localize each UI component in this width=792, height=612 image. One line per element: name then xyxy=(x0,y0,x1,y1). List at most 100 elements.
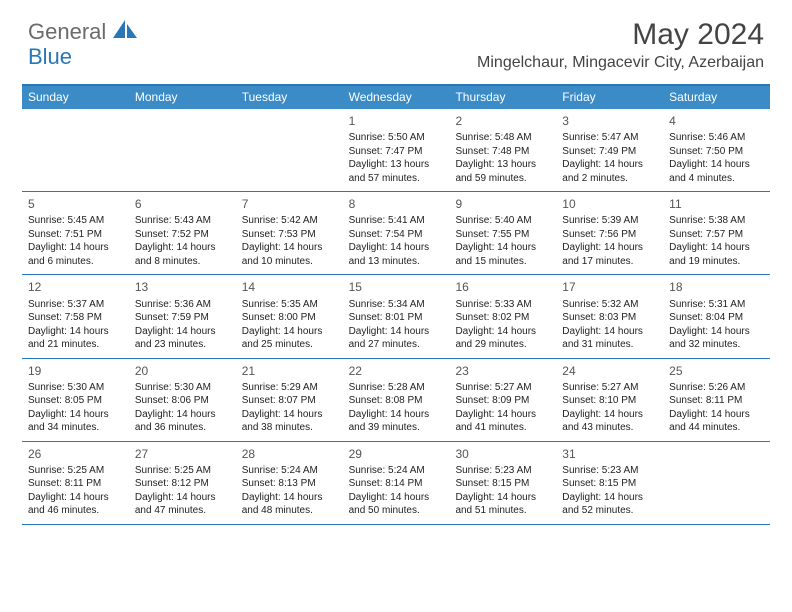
week-row: 26Sunrise: 5:25 AMSunset: 8:11 PMDayligh… xyxy=(22,442,770,525)
daylight-text: and 39 minutes. xyxy=(349,421,444,435)
sunset-text: Sunset: 7:54 PM xyxy=(349,228,444,242)
day-number: 24 xyxy=(562,363,657,379)
brand-part2: Blue xyxy=(28,44,72,69)
day-cell: 23Sunrise: 5:27 AMSunset: 8:09 PMDayligh… xyxy=(449,359,556,441)
week-row: 1Sunrise: 5:50 AMSunset: 7:47 PMDaylight… xyxy=(22,109,770,192)
day-cell: 13Sunrise: 5:36 AMSunset: 7:59 PMDayligh… xyxy=(129,275,236,357)
day-cell: 19Sunrise: 5:30 AMSunset: 8:05 PMDayligh… xyxy=(22,359,129,441)
sunrise-text: Sunrise: 5:45 AM xyxy=(28,214,123,228)
day-number: 16 xyxy=(455,279,550,295)
sunrise-text: Sunrise: 5:29 AM xyxy=(242,381,337,395)
sunrise-text: Sunrise: 5:33 AM xyxy=(455,298,550,312)
daylight-text: Daylight: 14 hours xyxy=(669,158,764,172)
sunset-text: Sunset: 7:58 PM xyxy=(28,311,123,325)
day-cell: 17Sunrise: 5:32 AMSunset: 8:03 PMDayligh… xyxy=(556,275,663,357)
sunset-text: Sunset: 7:55 PM xyxy=(455,228,550,242)
sunset-text: Sunset: 8:10 PM xyxy=(562,394,657,408)
day-cell: 30Sunrise: 5:23 AMSunset: 8:15 PMDayligh… xyxy=(449,442,556,524)
sail-icon xyxy=(111,18,141,45)
daylight-text: Daylight: 14 hours xyxy=(669,241,764,255)
daylight-text: and 27 minutes. xyxy=(349,338,444,352)
sunset-text: Sunset: 7:50 PM xyxy=(669,145,764,159)
daylight-text: and 48 minutes. xyxy=(242,504,337,518)
daylight-text: Daylight: 14 hours xyxy=(455,408,550,422)
day-number: 21 xyxy=(242,363,337,379)
title-block: May 2024 Mingelchaur, Mingacevir City, A… xyxy=(477,18,764,72)
header: General May 2024 Mingelchaur, Mingacevir… xyxy=(0,0,792,76)
daylight-text: and 29 minutes. xyxy=(455,338,550,352)
daylight-text: and 4 minutes. xyxy=(669,172,764,186)
day-cell: 3Sunrise: 5:47 AMSunset: 7:49 PMDaylight… xyxy=(556,109,663,191)
day-header: Thursday xyxy=(449,86,556,109)
sunrise-text: Sunrise: 5:24 AM xyxy=(242,464,337,478)
sunrise-text: Sunrise: 5:30 AM xyxy=(135,381,230,395)
daylight-text: Daylight: 14 hours xyxy=(135,491,230,505)
day-number: 4 xyxy=(669,113,764,129)
sunset-text: Sunset: 8:15 PM xyxy=(562,477,657,491)
sunset-text: Sunset: 7:57 PM xyxy=(669,228,764,242)
daylight-text: Daylight: 14 hours xyxy=(28,408,123,422)
day-header: Wednesday xyxy=(343,86,450,109)
calendar: SundayMondayTuesdayWednesdayThursdayFrid… xyxy=(22,84,770,525)
sunrise-text: Sunrise: 5:41 AM xyxy=(349,214,444,228)
day-number: 2 xyxy=(455,113,550,129)
day-number: 1 xyxy=(349,113,444,129)
daylight-text: and 44 minutes. xyxy=(669,421,764,435)
sunrise-text: Sunrise: 5:30 AM xyxy=(28,381,123,395)
sunrise-text: Sunrise: 5:42 AM xyxy=(242,214,337,228)
day-cell: 25Sunrise: 5:26 AMSunset: 8:11 PMDayligh… xyxy=(663,359,770,441)
daylight-text: and 52 minutes. xyxy=(562,504,657,518)
day-number: 6 xyxy=(135,196,230,212)
daylight-text: and 36 minutes. xyxy=(135,421,230,435)
sunrise-text: Sunrise: 5:27 AM xyxy=(455,381,550,395)
daylight-text: and 34 minutes. xyxy=(28,421,123,435)
sunset-text: Sunset: 8:12 PM xyxy=(135,477,230,491)
sunset-text: Sunset: 7:49 PM xyxy=(562,145,657,159)
daylight-text: Daylight: 14 hours xyxy=(349,491,444,505)
daylight-text: and 21 minutes. xyxy=(28,338,123,352)
day-cell: 7Sunrise: 5:42 AMSunset: 7:53 PMDaylight… xyxy=(236,192,343,274)
daylight-text: and 17 minutes. xyxy=(562,255,657,269)
daylight-text: Daylight: 14 hours xyxy=(562,241,657,255)
daylight-text: Daylight: 14 hours xyxy=(562,408,657,422)
daylight-text: Daylight: 14 hours xyxy=(455,491,550,505)
daylight-text: Daylight: 14 hours xyxy=(349,408,444,422)
day-number: 5 xyxy=(28,196,123,212)
daylight-text: and 31 minutes. xyxy=(562,338,657,352)
daylight-text: Daylight: 14 hours xyxy=(455,241,550,255)
day-cell: 6Sunrise: 5:43 AMSunset: 7:52 PMDaylight… xyxy=(129,192,236,274)
daylight-text: Daylight: 14 hours xyxy=(349,325,444,339)
day-header: Monday xyxy=(129,86,236,109)
month-title: May 2024 xyxy=(477,18,764,52)
daylight-text: Daylight: 14 hours xyxy=(242,408,337,422)
day-number: 27 xyxy=(135,446,230,462)
daylight-text: Daylight: 14 hours xyxy=(242,241,337,255)
daylight-text: and 57 minutes. xyxy=(349,172,444,186)
day-header: Friday xyxy=(556,86,663,109)
day-number: 12 xyxy=(28,279,123,295)
sunset-text: Sunset: 8:05 PM xyxy=(28,394,123,408)
daylight-text: and 43 minutes. xyxy=(562,421,657,435)
daylight-text: and 32 minutes. xyxy=(669,338,764,352)
sunrise-text: Sunrise: 5:35 AM xyxy=(242,298,337,312)
day-number: 8 xyxy=(349,196,444,212)
day-cell: 12Sunrise: 5:37 AMSunset: 7:58 PMDayligh… xyxy=(22,275,129,357)
day-header-row: SundayMondayTuesdayWednesdayThursdayFrid… xyxy=(22,86,770,109)
daylight-text: and 51 minutes. xyxy=(455,504,550,518)
sunset-text: Sunset: 8:01 PM xyxy=(349,311,444,325)
day-number: 15 xyxy=(349,279,444,295)
daylight-text: and 15 minutes. xyxy=(455,255,550,269)
sunset-text: Sunset: 8:04 PM xyxy=(669,311,764,325)
day-cell xyxy=(22,109,129,191)
day-cell: 2Sunrise: 5:48 AMSunset: 7:48 PMDaylight… xyxy=(449,109,556,191)
day-header: Saturday xyxy=(663,86,770,109)
day-header: Sunday xyxy=(22,86,129,109)
sunrise-text: Sunrise: 5:38 AM xyxy=(669,214,764,228)
daylight-text: and 2 minutes. xyxy=(562,172,657,186)
day-number: 11 xyxy=(669,196,764,212)
day-number: 29 xyxy=(349,446,444,462)
daylight-text: Daylight: 14 hours xyxy=(669,325,764,339)
daylight-text: and 50 minutes. xyxy=(349,504,444,518)
day-cell: 24Sunrise: 5:27 AMSunset: 8:10 PMDayligh… xyxy=(556,359,663,441)
day-number: 25 xyxy=(669,363,764,379)
